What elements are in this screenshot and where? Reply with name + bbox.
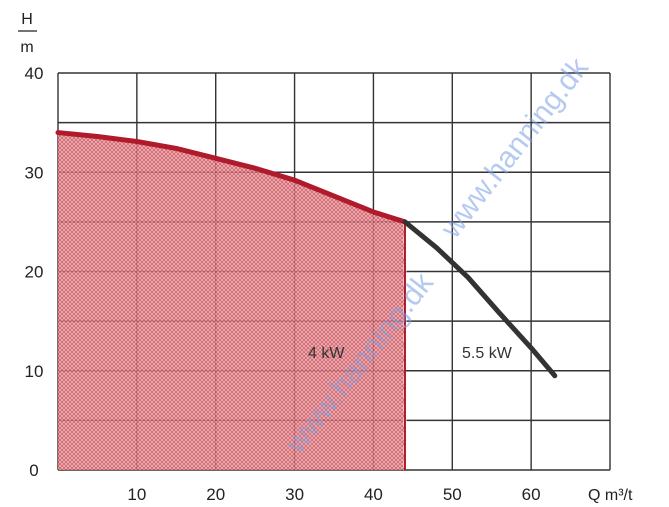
series-label-4kw: 4 kW	[308, 345, 345, 362]
series-line-4kw	[55, 130, 408, 225]
series-label-5-5kw: 5.5 kW	[462, 345, 513, 362]
x-axis-label: Q m³/t	[588, 487, 633, 504]
watermark-text-2: www.hanning.dk	[434, 51, 596, 245]
x-tick-label: 50	[443, 485, 462, 504]
x-tick-label: 30	[285, 485, 304, 504]
y-axis-unit: H m	[18, 11, 37, 56]
y-tick-label: 10	[25, 362, 44, 381]
operating-range-area	[58, 132, 407, 471]
y-tick-label: 0	[29, 461, 38, 480]
x-tick-label: 40	[364, 485, 383, 504]
y-axis-label: H	[21, 11, 33, 28]
x-tick-label: 10	[127, 485, 146, 504]
y-tick-label: 20	[25, 263, 44, 282]
y-axis-ticks: 0 10 20 30 40	[25, 64, 44, 480]
y-axis-unit-label: m	[20, 39, 33, 56]
y-tick-label: 40	[25, 64, 44, 83]
y-tick-label: 30	[25, 163, 44, 182]
x-tick-label: 60	[522, 485, 541, 504]
x-tick-label: 20	[206, 485, 225, 504]
series-line-5-5kw	[402, 219, 558, 379]
x-axis-ticks: 10 20 30 40 50 60	[127, 485, 540, 504]
area-4kw	[58, 132, 405, 471]
pump-curves	[55, 130, 558, 379]
